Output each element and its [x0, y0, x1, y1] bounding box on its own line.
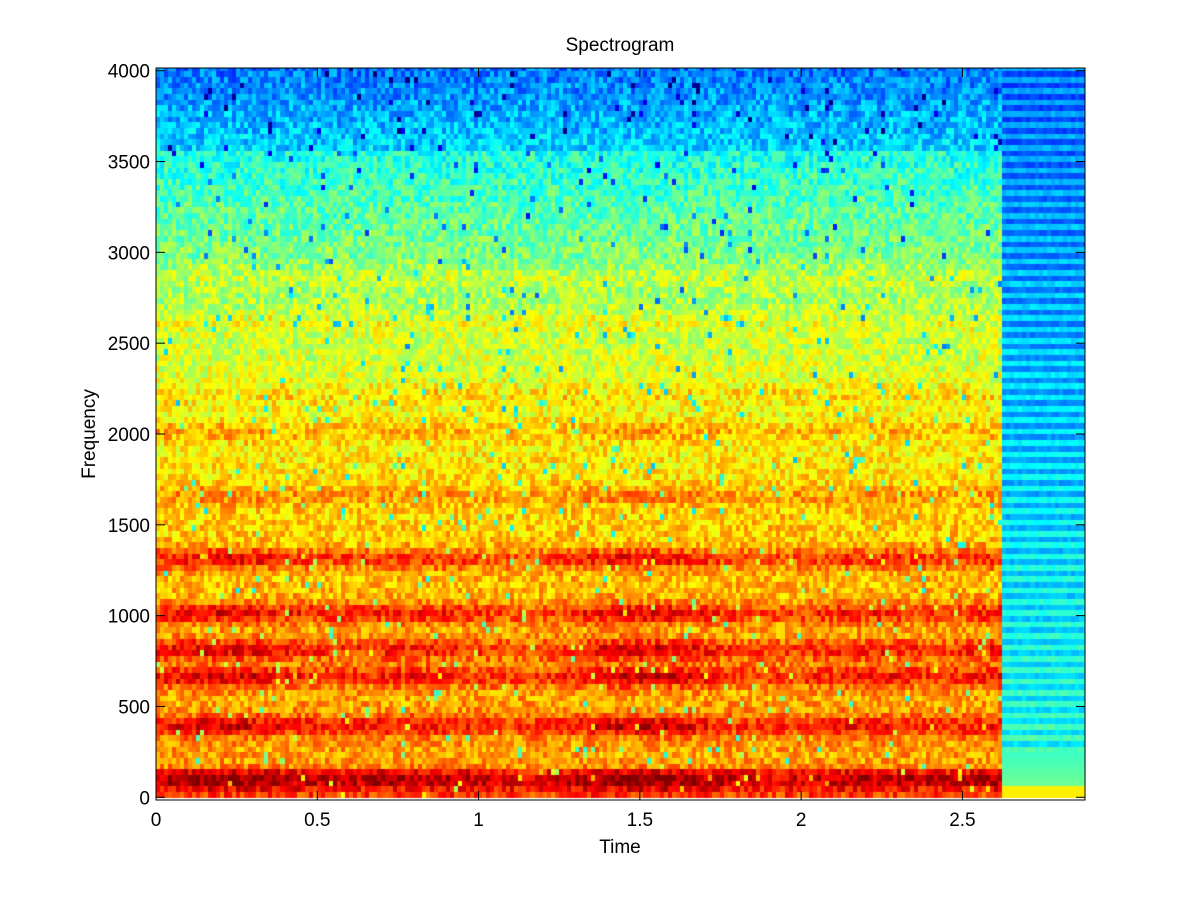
x-tick-label: 1 — [473, 810, 484, 831]
y-tick-label: 2000 — [108, 425, 150, 446]
y-tick-label: 1500 — [108, 516, 150, 537]
y-tick-label: 0 — [139, 788, 150, 809]
x-axis-ticks: 0 0.5 1 1.5 2 2.5 — [151, 68, 976, 831]
plot-frame — [155, 67, 1086, 801]
x-tick-label: 2 — [796, 810, 807, 831]
spectrogram-heatmap — [156, 68, 1085, 800]
x-tick-label: 0 — [151, 810, 162, 831]
y-axis-label: Frequency — [79, 389, 100, 479]
x-tick-label: 2.5 — [949, 810, 975, 831]
y-tick-label: 3500 — [108, 153, 150, 174]
y-tick-label: 500 — [118, 697, 150, 718]
chart-title: Spectrogram — [566, 35, 675, 56]
y-tick-label: 1000 — [108, 607, 150, 628]
y-axis-ticks: 0 500 1000 1500 2000 2500 3000 3500 4000 — [108, 62, 1085, 809]
y-tick-label: 4000 — [108, 62, 150, 83]
x-tick-label: 0.5 — [304, 810, 330, 831]
y-tick-label: 3000 — [108, 243, 150, 264]
x-axis-label: Time — [599, 837, 641, 858]
x-tick-label: 1.5 — [627, 810, 653, 831]
y-tick-label: 2500 — [108, 334, 150, 355]
